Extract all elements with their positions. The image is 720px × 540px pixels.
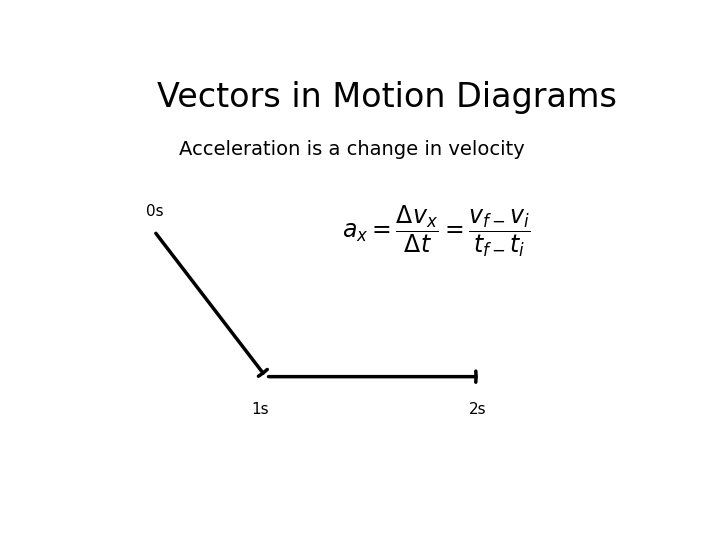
Text: 1s: 1s — [251, 402, 269, 416]
Text: 0s: 0s — [145, 204, 163, 219]
Text: $\mathit{a_x} = \dfrac{\Delta \mathit{v_x}}{\Delta \mathit{t}} = \dfrac{\mathit{: $\mathit{a_x} = \dfrac{\Delta \mathit{v_… — [342, 203, 530, 259]
Text: 2s: 2s — [469, 402, 487, 416]
Text: Vectors in Motion Diagrams: Vectors in Motion Diagrams — [157, 82, 617, 114]
Text: Acceleration is a change in velocity: Acceleration is a change in velocity — [179, 140, 525, 159]
